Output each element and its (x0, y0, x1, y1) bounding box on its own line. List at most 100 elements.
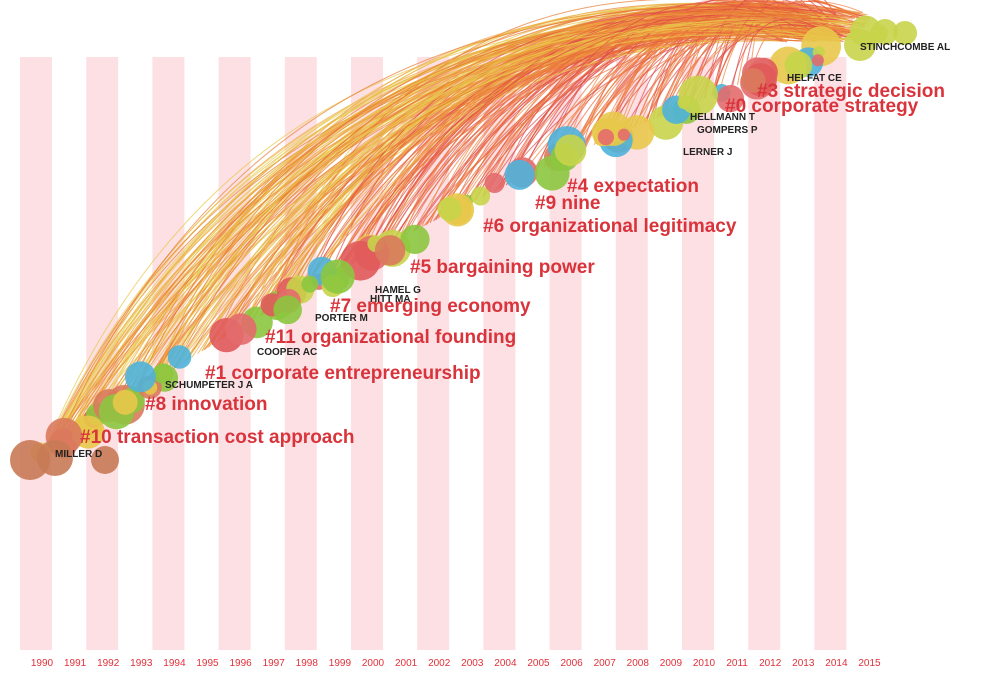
node (374, 235, 406, 266)
year-label: 2008 (627, 658, 650, 669)
citation-link (686, 0, 837, 106)
year-stripe (814, 57, 847, 650)
node (484, 172, 505, 193)
citation-link (689, 0, 829, 105)
cluster-label: #10 transaction cost approach (80, 427, 355, 448)
year-label: 2009 (660, 658, 683, 669)
year-label: 2013 (792, 658, 815, 669)
node (597, 129, 615, 146)
node (112, 389, 138, 415)
year-stripe (483, 57, 516, 650)
author-label: HITT MA (370, 294, 411, 305)
citation-link (221, 35, 818, 340)
node (534, 155, 570, 191)
citation-link (730, 18, 830, 88)
node (617, 128, 630, 141)
node (471, 186, 491, 206)
year-label: 1995 (196, 658, 219, 669)
author-label: COOPER AC (257, 347, 317, 358)
citation-links (39, 0, 870, 461)
year-label: 1992 (97, 658, 120, 669)
year-label: 2002 (428, 658, 451, 669)
author-label: STINCHCOMBE AL (860, 42, 950, 53)
citation-link (742, 0, 837, 83)
author-label: HELLMANN T (690, 112, 755, 123)
node (872, 19, 898, 45)
node (811, 54, 824, 67)
node (125, 361, 156, 393)
year-stripe (20, 57, 52, 650)
labels: 1990 1991 1992 1993 1994 1995 1996 1997 1998 1999… (31, 42, 950, 669)
year-label: 1990 (31, 658, 54, 669)
citation-link (68, 11, 811, 439)
citation-link (174, 12, 828, 368)
cluster-label: #11 organizational founding (265, 327, 516, 348)
year-label: 2012 (759, 658, 782, 669)
nodes (10, 15, 917, 480)
year-label: 1998 (296, 658, 319, 669)
year-label: 2004 (494, 658, 517, 669)
citation-link (89, 33, 862, 424)
year-label: 2001 (395, 658, 418, 669)
citation-link (201, 18, 848, 352)
citation-link (656, 27, 788, 119)
year-label: 2006 (560, 658, 583, 669)
author-label: GOMPERS P (697, 125, 758, 136)
citation-link (185, 36, 845, 362)
citation-link (416, 28, 856, 231)
node (678, 75, 718, 116)
cluster-label: #3 strategic decision (757, 81, 945, 102)
year-label: 2005 (527, 658, 550, 669)
citation-link (197, 27, 794, 355)
cluster-label: #6 organizational legitimacy (483, 216, 737, 237)
year-label: 2003 (461, 658, 484, 669)
node (273, 295, 302, 325)
author-label: HAMEL G (375, 285, 421, 296)
author-label: HELFAT CE (787, 73, 842, 84)
node (320, 259, 355, 294)
cluster-label: #9 nine (535, 193, 600, 214)
year-stripe (682, 57, 714, 650)
node (91, 446, 119, 474)
year-stripe (748, 57, 781, 650)
citation-link (599, 19, 837, 143)
year-stripe (218, 57, 251, 650)
cluster-label: #4 expectation (567, 176, 699, 197)
author-label: PORTER M (315, 313, 368, 324)
citation-link (374, 3, 805, 252)
node (37, 440, 73, 476)
year-label: 1993 (130, 658, 153, 669)
year-label: 2007 (594, 658, 617, 669)
node (167, 345, 192, 369)
year-label: 1991 (64, 658, 87, 669)
citation-link (267, 0, 819, 312)
year-label: 1996 (229, 658, 252, 669)
node (301, 275, 319, 293)
node (554, 134, 587, 167)
cluster-label: #1 corporate entrepreneurship (205, 363, 481, 384)
citation-link (405, 15, 830, 236)
citation-link (45, 13, 803, 456)
year-label: 2015 (858, 658, 881, 669)
author-label: SCHUMPETER J A (165, 380, 253, 391)
citation-link (713, 0, 822, 95)
citation-link (297, 19, 853, 295)
node (716, 84, 745, 113)
author-label: LERNER J (683, 147, 732, 158)
year-label: 2014 (825, 658, 848, 669)
citation-link (444, 16, 836, 216)
cluster-label: #5 bargaining power (410, 257, 595, 278)
node (400, 224, 430, 255)
node (437, 197, 462, 222)
year-label: 1999 (329, 658, 352, 669)
citation-link (154, 8, 789, 381)
node (152, 363, 174, 384)
citation-link (149, 20, 855, 384)
citation-link (39, 32, 803, 461)
node (844, 29, 876, 61)
citation-link (398, 5, 868, 240)
node (740, 68, 766, 93)
node (893, 21, 917, 45)
year-label: 2011 (726, 658, 748, 669)
